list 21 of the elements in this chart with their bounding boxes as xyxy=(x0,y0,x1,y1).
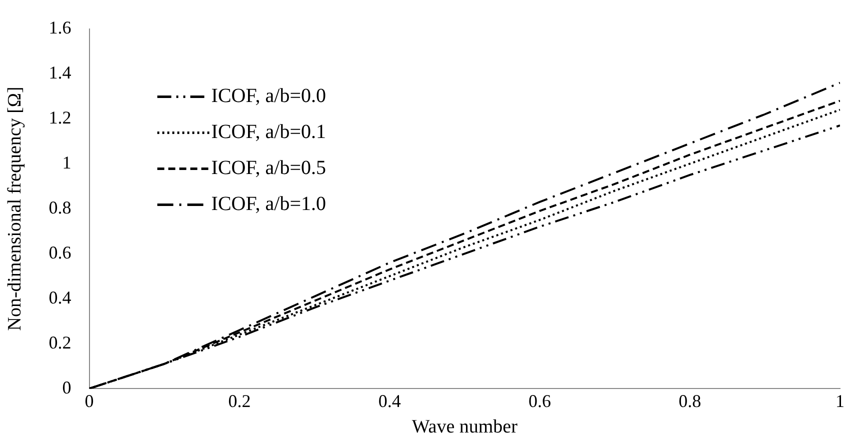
y-tick-label: 1.6 xyxy=(48,18,72,38)
legend-label: ICOF, a/b=0.0 xyxy=(211,85,326,108)
y-tick-label: 0.2 xyxy=(48,332,72,352)
y-tick-label: 0.4 xyxy=(48,287,72,308)
legend-label: ICOF, a/b=0.5 xyxy=(211,157,326,180)
x-tick-label: 0.2 xyxy=(228,391,251,412)
x-tick-label: 0 xyxy=(84,391,94,412)
y-tick-label: 0 xyxy=(62,377,72,398)
x-tick-label: 1 xyxy=(836,391,844,412)
y-tick-label: 1.4 xyxy=(48,62,72,83)
y-axis-title: Non-dimensional frequency [Ω] xyxy=(4,86,26,331)
x-tick-label: 0.6 xyxy=(528,391,551,412)
y-tick-label: 1.2 xyxy=(48,107,72,128)
y-tick-label: 0.6 xyxy=(48,242,72,262)
x-tick-label: 0.4 xyxy=(378,391,401,412)
y-tick-label: 0.8 xyxy=(48,197,72,218)
x-axis-title: Wave number xyxy=(412,416,518,438)
legend-label: ICOF, a/b=1.0 xyxy=(211,193,326,216)
legend-label: ICOF, a/b=0.1 xyxy=(211,121,326,144)
y-tick-label: 1 xyxy=(62,152,72,172)
x-tick-label: 0.8 xyxy=(678,391,702,412)
